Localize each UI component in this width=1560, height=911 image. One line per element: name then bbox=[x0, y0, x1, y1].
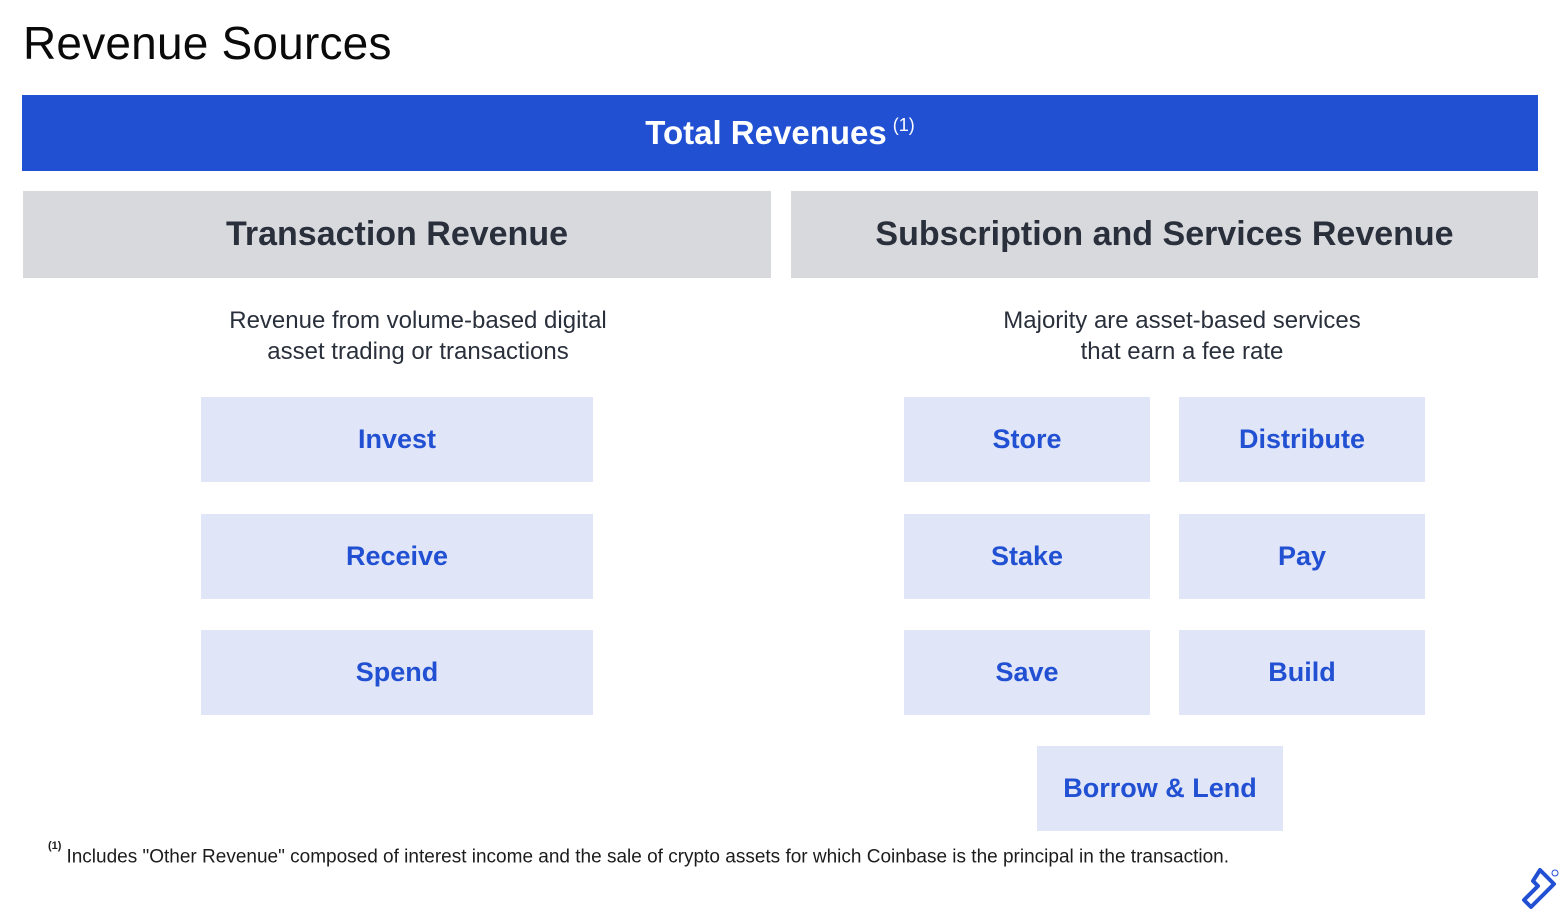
tile-stake[interactable]: Stake bbox=[904, 514, 1150, 599]
tile-pay[interactable]: Pay bbox=[1179, 514, 1425, 599]
footnote-marker: (1) bbox=[48, 840, 62, 852]
subscription-services-revenue-header: Subscription and Services Revenue bbox=[791, 191, 1538, 278]
transaction-revenue-description: Revenue from volume-based digital asset … bbox=[160, 305, 676, 367]
total-revenues-footnote-ref: (1) bbox=[892, 114, 915, 135]
tile-build[interactable]: Build bbox=[1179, 630, 1425, 715]
description-line: Majority are asset-based services bbox=[1003, 307, 1361, 334]
description-line: that earn a fee rate bbox=[1080, 338, 1284, 365]
tile-receive[interactable]: Receive bbox=[201, 514, 593, 599]
total-revenues-label: Total Revenues bbox=[645, 114, 887, 151]
page-title: Revenue Sources bbox=[23, 17, 392, 69]
description-line: Revenue from volume-based digital bbox=[229, 307, 607, 334]
footnote-text: Includes "Other Revenue" composed of int… bbox=[66, 846, 1230, 868]
total-revenues-bar: Total Revenues (1) bbox=[22, 95, 1538, 171]
tile-borrow-lend[interactable]: Borrow & Lend bbox=[1037, 746, 1283, 831]
tile-invest[interactable]: Invest bbox=[201, 397, 593, 482]
tile-distribute[interactable]: Distribute bbox=[1179, 397, 1425, 482]
tile-save[interactable]: Save bbox=[904, 630, 1150, 715]
tile-store[interactable]: Store bbox=[904, 397, 1150, 482]
subscription-services-description: Majority are asset-based services that e… bbox=[924, 305, 1440, 367]
transaction-revenue-header: Transaction Revenue bbox=[23, 191, 771, 278]
footnote: (1) Includes "Other Revenue" composed of … bbox=[48, 840, 1230, 868]
tile-spend[interactable]: Spend bbox=[201, 630, 593, 715]
toptal-logo-icon bbox=[1522, 868, 1559, 909]
description-line: asset trading or transactions bbox=[267, 338, 569, 365]
